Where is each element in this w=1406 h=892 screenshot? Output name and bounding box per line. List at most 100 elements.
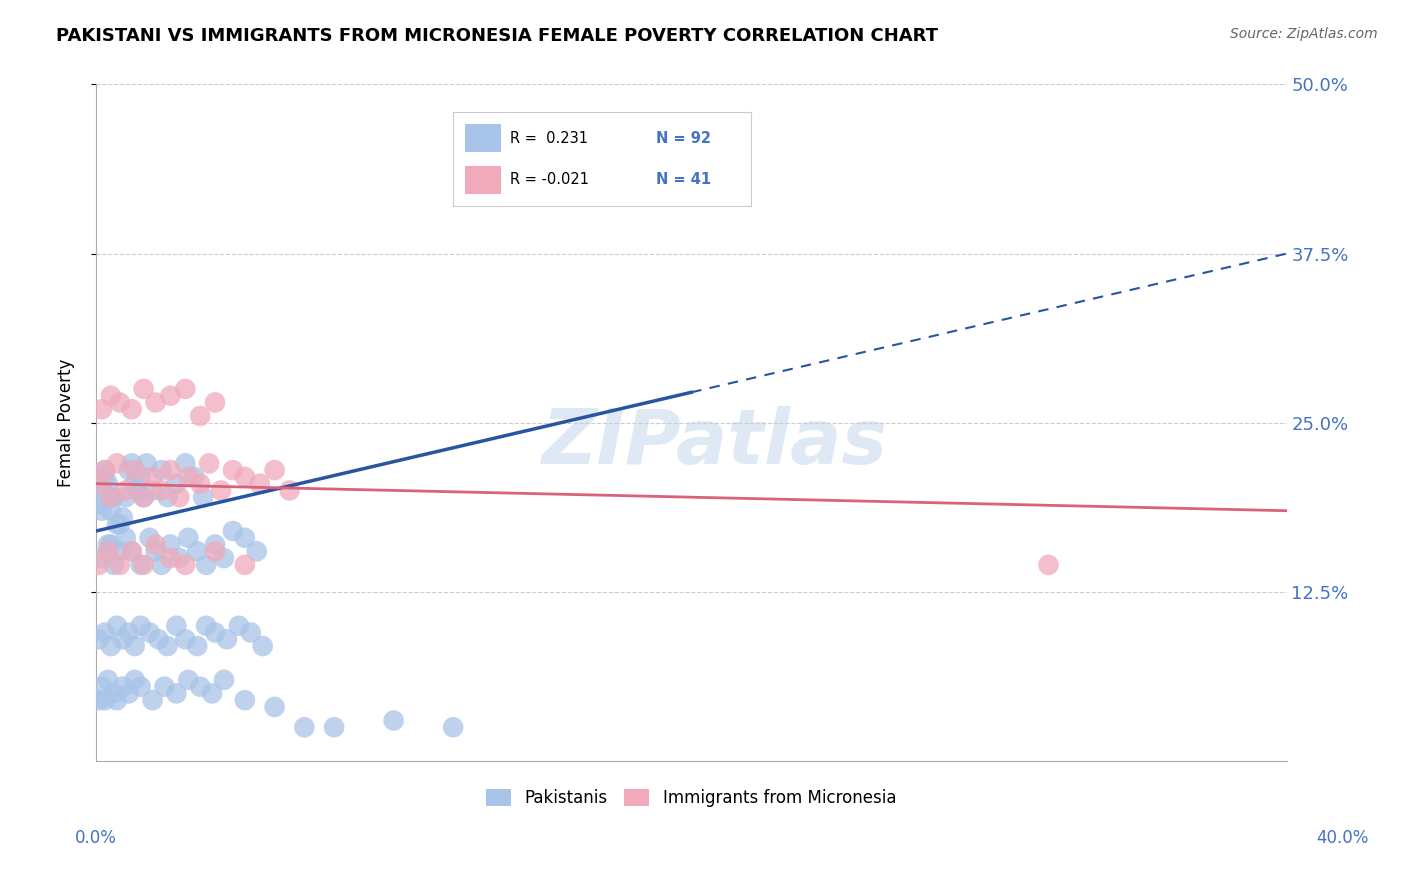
Point	[165, 476, 187, 491]
Point	[121, 544, 143, 558]
Point	[87, 476, 110, 491]
Point	[209, 483, 232, 498]
Point	[129, 558, 152, 572]
Point	[215, 632, 238, 647]
Point	[132, 382, 155, 396]
Point	[142, 693, 165, 707]
Point	[156, 490, 179, 504]
Point	[100, 504, 122, 518]
Point	[129, 470, 152, 484]
Point	[108, 558, 131, 572]
Point	[165, 686, 187, 700]
Point	[201, 686, 224, 700]
Point	[97, 476, 120, 491]
Point	[111, 510, 134, 524]
Point	[174, 632, 197, 647]
Point	[382, 714, 405, 728]
Point	[91, 551, 114, 566]
Point	[87, 497, 110, 511]
Point	[174, 558, 197, 572]
Point	[103, 686, 125, 700]
Point	[129, 680, 152, 694]
Point	[118, 463, 141, 477]
Point	[198, 456, 221, 470]
Point	[177, 531, 200, 545]
Point	[252, 639, 274, 653]
Point	[292, 720, 315, 734]
Point	[204, 537, 226, 551]
Point	[156, 639, 179, 653]
Point	[212, 673, 235, 687]
Point	[183, 470, 205, 484]
Point	[195, 558, 218, 572]
Point	[239, 625, 262, 640]
Point	[132, 490, 155, 504]
Point	[186, 639, 208, 653]
Point	[249, 476, 271, 491]
Point	[278, 483, 301, 498]
Point	[138, 531, 160, 545]
Text: PAKISTANI VS IMMIGRANTS FROM MICRONESIA FEMALE POVERTY CORRELATION CHART: PAKISTANI VS IMMIGRANTS FROM MICRONESIA …	[56, 27, 938, 45]
Point	[91, 483, 114, 498]
Point	[105, 456, 128, 470]
Point	[87, 632, 110, 647]
Point	[188, 476, 211, 491]
Point	[94, 625, 117, 640]
Point	[94, 463, 117, 477]
Point	[142, 483, 165, 498]
Point	[103, 490, 125, 504]
Point	[100, 639, 122, 653]
Point	[103, 558, 125, 572]
Point	[246, 544, 269, 558]
Point	[165, 619, 187, 633]
Point	[145, 395, 167, 409]
Point	[323, 720, 346, 734]
Point	[222, 524, 245, 538]
Point	[148, 632, 170, 647]
Point	[233, 470, 256, 484]
Point	[142, 470, 165, 484]
Point	[135, 456, 157, 470]
Point	[121, 544, 143, 558]
Point	[118, 625, 141, 640]
Point	[121, 402, 143, 417]
Legend: Pakistanis, Immigrants from Micronesia: Pakistanis, Immigrants from Micronesia	[479, 782, 903, 814]
Point	[233, 531, 256, 545]
Point	[127, 483, 149, 498]
Point	[121, 456, 143, 470]
Point	[233, 558, 256, 572]
Point	[100, 490, 122, 504]
Point	[188, 409, 211, 423]
Point	[204, 544, 226, 558]
Point	[174, 382, 197, 396]
Point	[177, 470, 200, 484]
Point	[150, 483, 173, 498]
Point	[138, 625, 160, 640]
Point	[212, 551, 235, 566]
Point	[195, 619, 218, 633]
Point	[105, 693, 128, 707]
Point	[124, 639, 146, 653]
Point	[87, 693, 110, 707]
Point	[129, 619, 152, 633]
Point	[105, 619, 128, 633]
Point	[132, 558, 155, 572]
Point	[441, 720, 464, 734]
Text: Source: ZipAtlas.com: Source: ZipAtlas.com	[1230, 27, 1378, 41]
Y-axis label: Female Poverty: Female Poverty	[58, 359, 75, 487]
Point	[94, 463, 117, 477]
Point	[118, 686, 141, 700]
Point	[100, 537, 122, 551]
Point	[94, 470, 117, 484]
Point	[91, 680, 114, 694]
Point	[174, 456, 197, 470]
Point	[124, 463, 146, 477]
Text: 0.0%: 0.0%	[75, 829, 117, 847]
Point	[186, 544, 208, 558]
Point	[159, 551, 181, 566]
Point	[159, 463, 181, 477]
Point	[1038, 558, 1060, 572]
Point	[91, 402, 114, 417]
Point	[204, 395, 226, 409]
Point	[159, 537, 181, 551]
